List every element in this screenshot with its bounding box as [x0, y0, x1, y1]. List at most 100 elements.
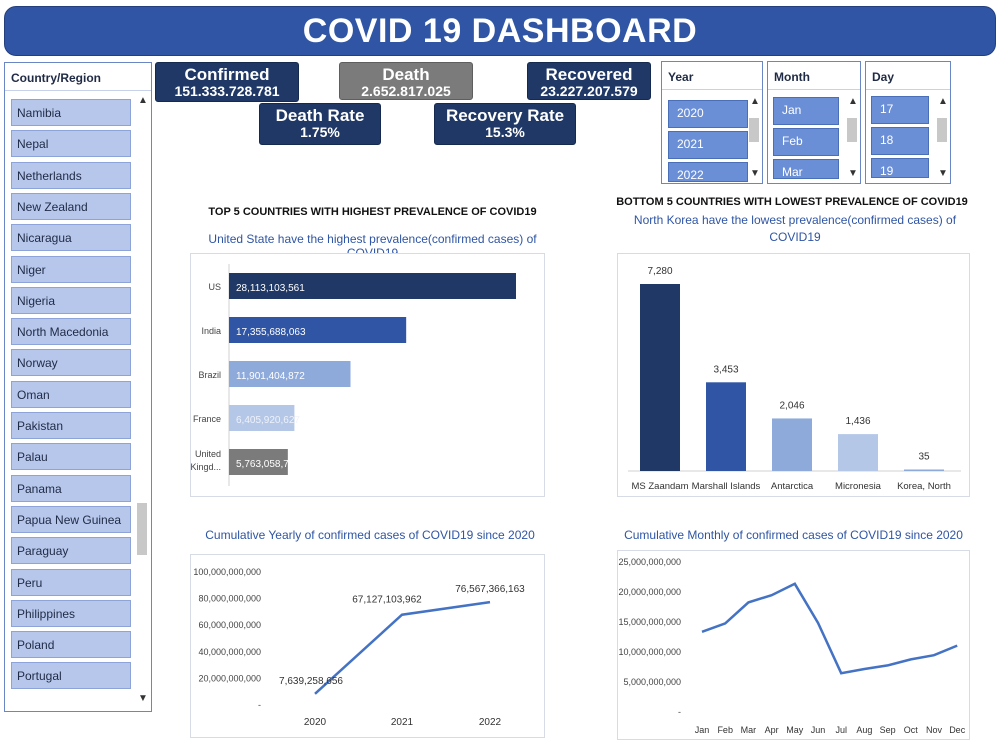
y-tick-label: 15,000,000,000 [618, 617, 681, 627]
recovered-value: 23.227.207.579 [540, 83, 638, 99]
category-label: United [195, 449, 221, 459]
recovery-rate-label: Recovery Rate [445, 106, 565, 125]
bottom5-chart-subtitle: North Korea have the lowest prevalence(c… [633, 213, 957, 245]
month-slicer[interactable]: Month Jan Feb Mar ▲ ▼ [767, 61, 861, 184]
scroll-up-icon[interactable]: ▲ [750, 96, 760, 107]
year-slicer[interactable]: Year 2020 2021 2022 ▲ ▼ [661, 61, 763, 184]
scroll-thumb[interactable] [749, 118, 759, 142]
scroll-thumb[interactable] [847, 118, 857, 142]
country-item[interactable]: Palau [11, 443, 131, 471]
series-line [701, 582, 958, 675]
bar [772, 418, 812, 471]
year-item-2021[interactable]: 2021 [668, 131, 748, 159]
country-item[interactable]: Paraguay [11, 537, 131, 565]
year-item-2022[interactable]: 2022 [668, 162, 748, 182]
day-item-17[interactable]: 17 [871, 96, 929, 124]
scroll-thumb[interactable] [937, 118, 947, 142]
country-item[interactable]: Pakistan [11, 412, 131, 439]
month-item-jan[interactable]: Jan [773, 97, 839, 125]
country-item[interactable]: Oman [11, 380, 131, 408]
category-label: India [201, 326, 221, 336]
data-label: 17,355,688,063 [236, 327, 306, 338]
x-tick-label: Jan [695, 725, 710, 735]
country-item[interactable]: Poland [11, 631, 131, 659]
scroll-up-icon[interactable]: ▲ [938, 96, 948, 107]
scroll-down-icon[interactable]: ▼ [138, 693, 148, 704]
scroll-up-icon[interactable]: ▲ [848, 96, 858, 107]
bar [838, 434, 878, 471]
top5-bar-chart: 28,113,103,561 US 17,355,688,063 India 11,90… [190, 264, 516, 486]
y-tick-label: 25,000,000,000 [618, 557, 681, 567]
country-item[interactable]: Netherlands [11, 161, 131, 189]
bar [706, 382, 746, 471]
country-item[interactable]: Portugal [11, 662, 131, 690]
data-label: 6,405,920,627 [236, 415, 300, 426]
scroll-down-icon[interactable]: ▼ [938, 168, 948, 179]
country-item[interactable]: Niger [11, 255, 131, 283]
dashboard-title: COVID 19 DASHBOARD [302, 11, 698, 50]
day-scrollbar[interactable]: ▲ ▼ [936, 96, 948, 182]
category-label: Korea, North [897, 481, 951, 492]
data-label: 1,436 [845, 416, 870, 427]
series-line [314, 600, 491, 695]
x-tick-label: Sep [880, 725, 896, 735]
x-tick-label: 2020 [304, 717, 327, 728]
scroll-down-icon[interactable]: ▼ [750, 168, 760, 179]
data-label: 7,639,258,656 [279, 676, 343, 687]
country-item[interactable]: Panama [11, 474, 131, 502]
category-label: US [208, 282, 221, 292]
bar [904, 469, 944, 471]
data-label: 3,453 [713, 364, 738, 375]
country-item[interactable]: Papua New Guinea [11, 505, 131, 533]
month-item-mar[interactable]: Mar [773, 159, 839, 179]
x-tick-label: Dec [949, 725, 966, 735]
death-value: 2.652.817.025 [361, 83, 451, 99]
scroll-thumb[interactable] [137, 503, 147, 555]
dashboard-title-bar: COVID 19 DASHBOARD [4, 6, 996, 56]
country-item[interactable]: Norway [11, 349, 131, 377]
confirmed-card: Confirmed 151.333.728.781 [155, 62, 299, 102]
recovery-rate-card: Recovery Rate 15.3% [434, 103, 576, 145]
confirmed-value: 151.333.728.781 [174, 83, 280, 99]
scroll-down-icon[interactable]: ▼ [848, 168, 858, 179]
country-item[interactable]: Peru [11, 568, 131, 596]
day-item-18[interactable]: 18 [871, 127, 929, 155]
year-scrollbar[interactable]: ▲ ▼ [748, 96, 760, 182]
recovery-rate-value: 15.3% [485, 124, 525, 140]
year-item-2020[interactable]: 2020 [668, 100, 748, 128]
yearly-line-chart: - 20,000,000,000 40,000,000,000 60,000,000,… [193, 567, 525, 728]
day-slicer-header: Day [866, 62, 950, 90]
y-tick-label: 80,000,000,000 [198, 594, 261, 604]
country-region-slicer[interactable]: Country/Region Namibia Nepal Netherlands Ne… [4, 62, 152, 712]
death-rate-label: Death Rate [275, 106, 365, 125]
x-tick-label: Nov [926, 725, 943, 735]
death-label: Death [382, 65, 430, 84]
monthly-chart-panel: - 5,000,000,000 10,000,000,000 15,000,000,0… [617, 550, 970, 740]
month-scrollbar[interactable]: ▲ ▼ [846, 96, 858, 182]
x-tick-label: Feb [717, 725, 733, 735]
top5-chart-panel: 28,113,103,561 US 17,355,688,063 India 11,90… [190, 253, 545, 497]
recovered-card: Recovered 23.227.207.579 [527, 62, 651, 100]
bottom5-chart-panel: 7,280 MS Zaandam 3,453 Marshall Islands 2,04… [617, 253, 970, 497]
country-item[interactable]: Nepal [11, 130, 131, 158]
data-label: 28,113,103,561 [236, 283, 305, 294]
country-item[interactable]: Philippines [11, 599, 131, 627]
scroll-up-icon[interactable]: ▲ [138, 95, 148, 106]
bar [229, 317, 407, 343]
y-tick-label: 20,000,000,000 [198, 673, 261, 683]
country-item[interactable]: Namibia [11, 99, 131, 126]
bar [229, 273, 516, 299]
death-rate-value: 1.75% [300, 124, 340, 140]
death-rate-card: Death Rate 1.75% [259, 103, 381, 145]
country-item[interactable]: North Macedonia [11, 318, 131, 346]
country-scrollbar[interactable]: ▲ ▼ [135, 93, 149, 709]
y-tick-label: 40,000,000,000 [198, 647, 261, 657]
day-item-19[interactable]: 19 [871, 158, 929, 178]
y-tick-label: 5,000,000,000 [623, 677, 681, 687]
country-item[interactable]: Nicaragua [11, 224, 131, 252]
month-item-feb[interactable]: Feb [773, 128, 839, 156]
country-item[interactable]: Nigeria [11, 286, 131, 314]
day-slicer[interactable]: Day 17 18 19 ▲ ▼ [865, 61, 951, 184]
bar [229, 449, 288, 475]
country-item[interactable]: New Zealand [11, 192, 131, 220]
